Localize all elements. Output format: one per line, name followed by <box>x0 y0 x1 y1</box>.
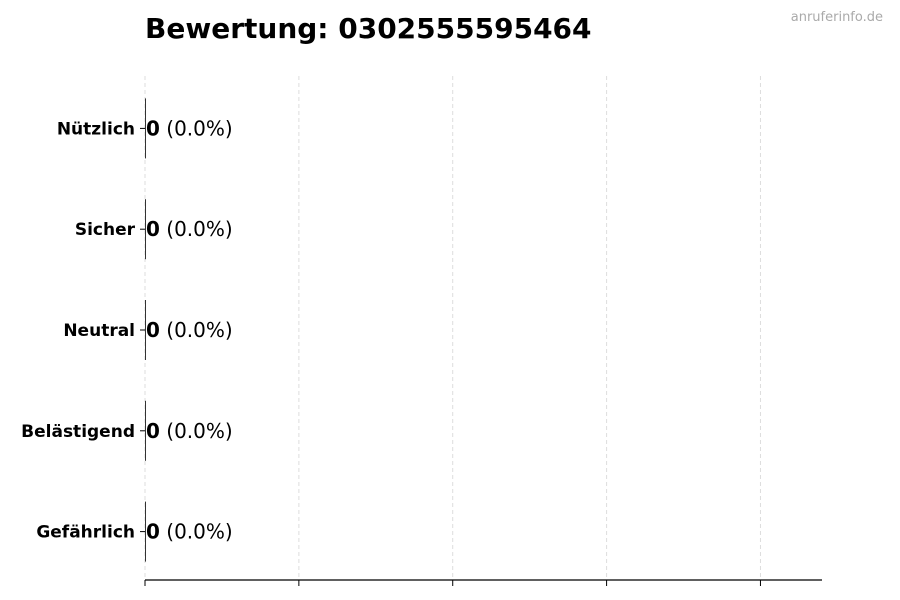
y-tick-label: Gefährlich <box>36 523 135 543</box>
data-percent: (0.0%) <box>160 419 233 443</box>
y-tick-label: Sicher <box>75 220 136 240</box>
data-label: 0 (0.0%) <box>146 318 233 342</box>
y-tick-label: Neutral <box>63 321 135 341</box>
watermark: anruferinfo.de <box>790 10 883 25</box>
bar <box>145 98 146 159</box>
data-value: 0 <box>146 520 160 544</box>
data-value: 0 <box>146 116 160 140</box>
data-percent: (0.0%) <box>160 318 233 342</box>
bar <box>145 199 146 260</box>
bar <box>145 400 146 461</box>
bar <box>145 300 146 360</box>
data-percent: (0.0%) <box>160 520 233 544</box>
bar <box>145 501 146 562</box>
data-label: 0 (0.0%) <box>146 419 233 443</box>
data-label: 0 (0.0%) <box>146 520 233 544</box>
chart-title: Bewertung: 0302555595464 <box>145 12 592 45</box>
y-tick-label: Nützlich <box>57 119 135 139</box>
data-percent: (0.0%) <box>160 116 233 140</box>
y-tick-label: Belästigend <box>21 422 135 442</box>
data-percent: (0.0%) <box>160 217 233 241</box>
data-value: 0 <box>146 318 160 342</box>
data-label: 0 (0.0%) <box>146 116 233 140</box>
data-value: 0 <box>146 217 160 241</box>
data-label: 0 (0.0%) <box>146 217 233 241</box>
data-value: 0 <box>146 419 160 443</box>
